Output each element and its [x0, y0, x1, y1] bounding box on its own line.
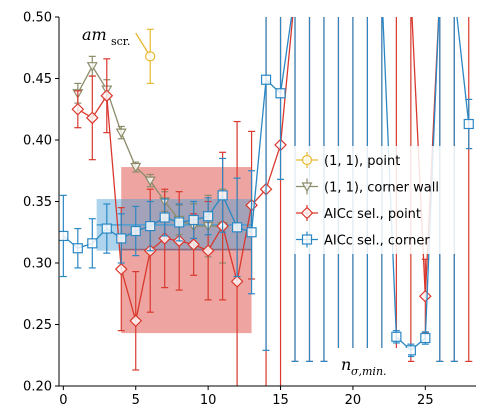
x-tick-label-0: 0 — [59, 393, 67, 408]
annotation-top: am scr. — [82, 25, 130, 48]
annotation-bottom-sub: σ,min. — [351, 365, 387, 378]
marker-aicc-sel-point-24 — [420, 291, 431, 302]
marker-aicc-sel-corner-9 — [189, 215, 198, 224]
annotation-bottom: n σ,min. — [328, 348, 408, 380]
x-tick-label-2: 10 — [200, 393, 217, 408]
legend-marker-1-1-point — [303, 156, 312, 165]
marker-aicc-sel-corner-25 — [421, 334, 430, 343]
y-tick-label-5: 0.45 — [23, 72, 52, 87]
marker-aicc-sel-corner-4 — [117, 234, 126, 243]
x-tick-label-3: 15 — [272, 393, 289, 408]
legend-label-1-1-point: (1, 1), point — [324, 154, 400, 169]
annotation-top-main: am — [82, 25, 107, 44]
marker-aicc-sel-corner-23 — [392, 332, 401, 341]
marker-1-1-point-0 — [146, 52, 155, 61]
marker-aicc-sel-corner-5 — [131, 227, 140, 236]
marker-aicc-sel-corner-7 — [160, 213, 169, 222]
legend: (1, 1), point (1, 1), corner wall AICc sel… — [291, 146, 466, 254]
marker-aicc-sel-point-1 — [87, 112, 98, 123]
legend-marker-aicc-sel-corner — [303, 235, 312, 244]
y-tick-label-6: 0.50 — [23, 11, 52, 26]
marker-aicc-sel-corner-14 — [262, 75, 271, 84]
marker-aicc-sel-corner-10 — [204, 212, 213, 221]
marker-1-1-corner-wall-1 — [88, 63, 97, 71]
marker-1-1-corner-wall-3 — [117, 129, 126, 137]
y-tick-label-4: 0.40 — [23, 134, 52, 149]
x-tick-label-1: 5 — [132, 393, 140, 408]
legend-label-aicc-sel-point: AICc sel., point — [324, 207, 421, 222]
legend-label-aicc-sel-corner: AICc sel., corner — [324, 234, 430, 249]
marker-aicc-sel-corner-15 — [276, 89, 285, 98]
x-tick-label-5: 25 — [417, 393, 434, 408]
y-tick-label-0: 0.20 — [23, 380, 52, 395]
marker-aicc-sel-corner-2 — [88, 239, 97, 248]
x-tick-label-4: 20 — [345, 393, 362, 408]
y-tick-label-3: 0.35 — [23, 195, 52, 210]
marker-aicc-sel-point-0 — [72, 104, 83, 115]
legend-label-1-1-corner-wall: (1, 1), corner wall — [324, 181, 439, 196]
y-tick-label-1: 0.25 — [23, 318, 52, 333]
marker-aicc-sel-corner-0 — [59, 231, 68, 240]
marker-aicc-sel-corner-11 — [218, 191, 227, 200]
annotation-bottom-main: n — [341, 355, 351, 374]
y-tick-label-2: 0.30 — [23, 257, 52, 272]
marker-aicc-sel-corner-6 — [146, 222, 155, 231]
annotation-top-sub: scr. — [111, 35, 130, 48]
marker-aicc-sel-corner-12 — [233, 223, 242, 232]
series-1-1-point — [136, 29, 155, 83]
marker-aicc-sel-corner-3 — [102, 224, 111, 233]
marker-aicc-sel-corner-28 — [464, 120, 473, 129]
marker-aicc-sel-corner-8 — [175, 218, 184, 227]
marker-aicc-sel-corner-13 — [247, 228, 256, 237]
marker-aicc-sel-corner-1 — [73, 244, 82, 253]
